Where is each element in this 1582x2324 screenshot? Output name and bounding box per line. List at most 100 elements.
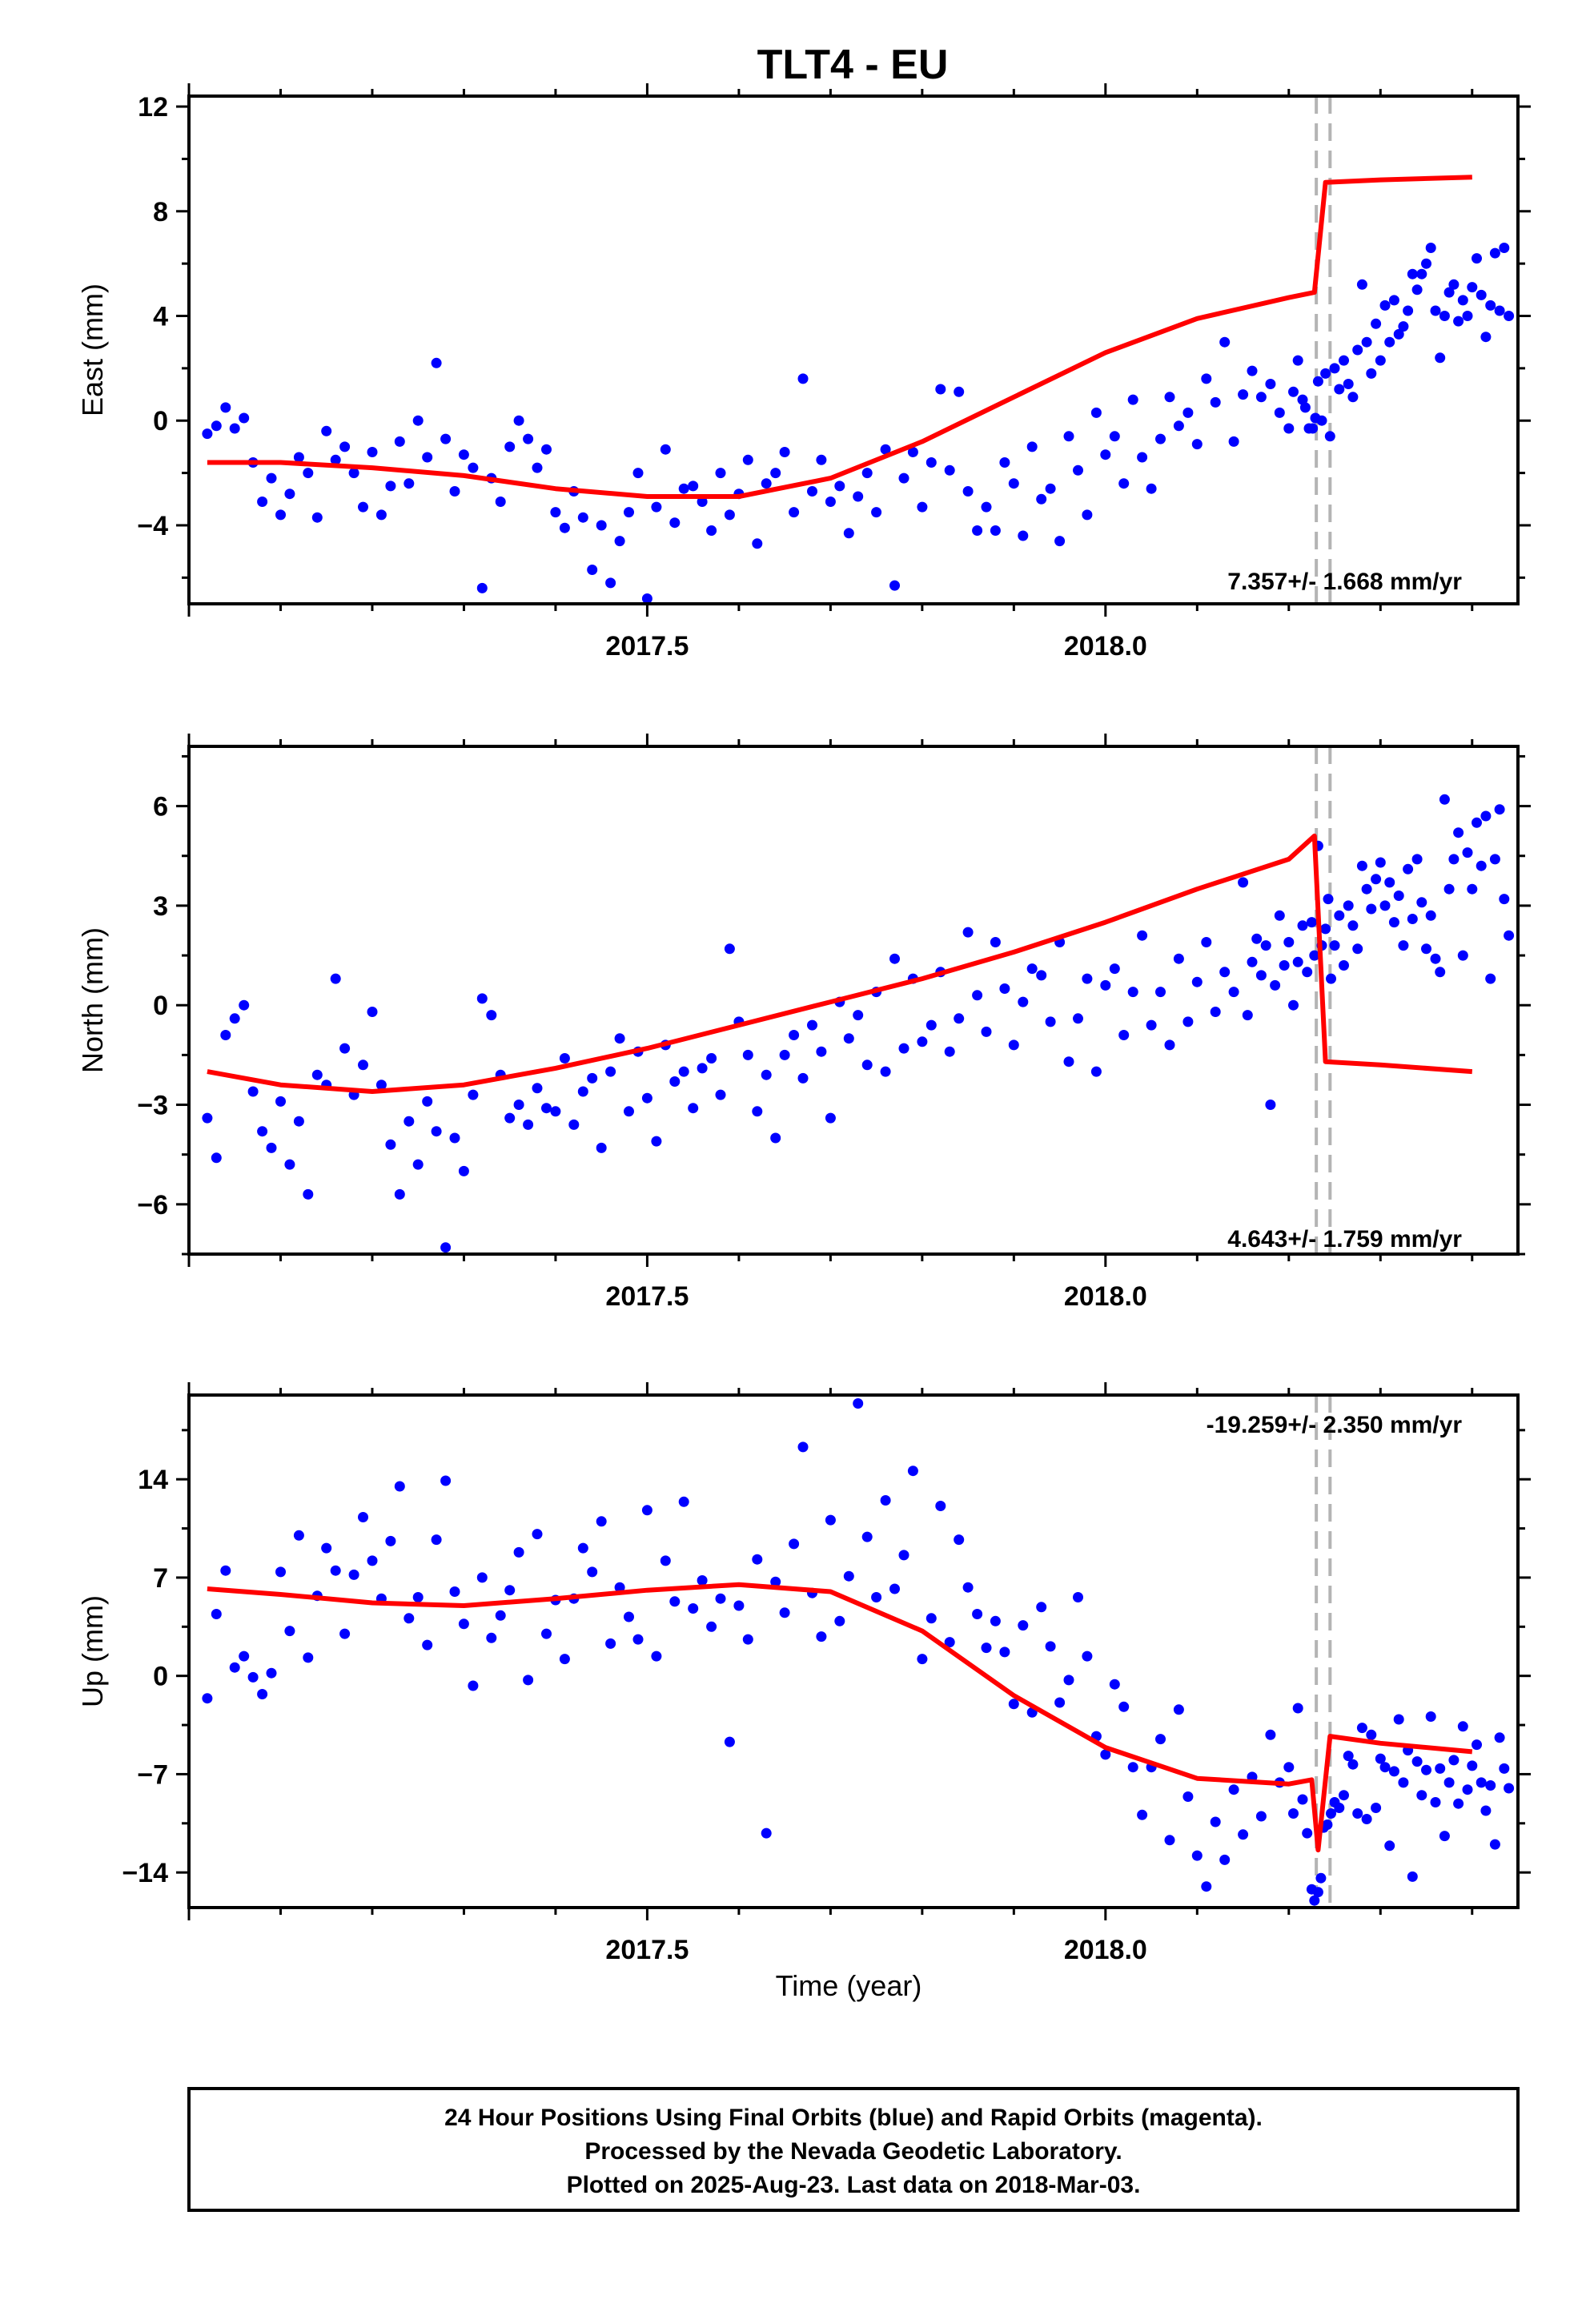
data-point	[486, 1010, 497, 1021]
data-point	[577, 1542, 588, 1554]
data-point	[1476, 289, 1487, 300]
data-point	[1504, 311, 1515, 321]
data-point	[513, 1546, 524, 1558]
data-point	[624, 1106, 634, 1117]
data-point	[1425, 1711, 1436, 1722]
data-point	[404, 1116, 415, 1127]
data-point	[688, 480, 699, 492]
data-point	[1008, 1039, 1019, 1051]
data-point	[239, 412, 250, 424]
data-point	[1309, 1895, 1320, 1906]
data-point	[468, 1680, 479, 1691]
data-point	[1316, 415, 1327, 426]
data-point	[1137, 930, 1148, 941]
data-point	[1435, 1763, 1446, 1774]
data-point	[1164, 1039, 1175, 1051]
data-point	[1164, 1835, 1175, 1846]
data-point	[247, 1671, 259, 1683]
data-point	[1504, 1783, 1515, 1794]
data-point	[1210, 1816, 1221, 1827]
data-point	[577, 1086, 588, 1097]
data-point	[742, 454, 753, 465]
data-point	[605, 1066, 616, 1077]
y-axis-label: Up (mm)	[76, 1595, 109, 1707]
data-point	[385, 1139, 396, 1150]
data-point	[807, 1019, 817, 1031]
data-point	[1375, 857, 1386, 868]
data-point	[367, 447, 378, 457]
data-point	[1306, 917, 1317, 928]
data-point	[843, 1033, 854, 1044]
data-point	[1320, 368, 1331, 379]
data-point	[669, 1596, 681, 1607]
data-point	[1485, 300, 1496, 311]
data-point	[404, 478, 415, 489]
data-point	[1421, 1764, 1431, 1775]
data-point	[239, 1651, 250, 1662]
data-point	[412, 415, 424, 426]
data-point	[789, 507, 800, 518]
data-point	[293, 452, 304, 463]
data-point	[284, 1626, 295, 1637]
data-point	[1238, 1829, 1249, 1840]
data-point	[1309, 950, 1320, 961]
data-point	[1312, 1887, 1323, 1898]
data-point	[440, 433, 452, 444]
data-point	[797, 1072, 809, 1084]
data-point	[1379, 1762, 1391, 1773]
data-point	[550, 507, 561, 518]
data-point	[412, 1592, 424, 1602]
data-point	[339, 441, 351, 452]
x-tick-label: 2017.5	[605, 1281, 689, 1312]
data-point	[1279, 960, 1290, 971]
data-point	[1127, 394, 1138, 405]
data-point	[999, 983, 1010, 994]
y-tick-label: 14	[138, 1465, 168, 1495]
data-point	[1260, 940, 1271, 951]
data-point	[962, 927, 974, 938]
data-point	[1219, 1854, 1231, 1865]
data-point	[266, 472, 277, 484]
data-point	[678, 1066, 689, 1077]
data-point	[1292, 956, 1303, 967]
rate-label: -19.259+/- 2.350 mm/yr	[1207, 1412, 1463, 1438]
data-point	[706, 1053, 717, 1063]
model-line	[207, 175, 1472, 499]
data-point	[587, 565, 598, 575]
panel-up: 2017.5 2018.0 −14 −7 0 7 14 Up (mm) -19.259+/- 2…	[76, 1382, 1531, 1965]
data-point	[1339, 960, 1349, 971]
data-point	[504, 441, 516, 452]
data-point	[1073, 1013, 1083, 1024]
data-point	[825, 1112, 836, 1124]
data-point	[1247, 956, 1258, 967]
data-point	[1485, 973, 1496, 984]
data-point	[339, 1043, 351, 1054]
x-tick-label: 2018.0	[1064, 1935, 1147, 1965]
data-point	[688, 1603, 699, 1614]
data-point	[651, 501, 662, 513]
data-point	[468, 1089, 479, 1100]
data-point	[871, 1592, 882, 1602]
data-point	[330, 454, 341, 465]
data-point	[1347, 920, 1359, 931]
data-point	[1411, 1756, 1423, 1767]
data-point	[843, 1570, 854, 1582]
data-point	[476, 993, 488, 1004]
data-point	[1292, 1703, 1303, 1714]
data-point	[1472, 253, 1482, 264]
data-point	[1118, 478, 1130, 489]
data-point	[412, 1159, 424, 1170]
data-point	[1361, 883, 1372, 895]
data-point	[641, 593, 652, 604]
data-point	[1155, 433, 1166, 444]
data-point	[1453, 827, 1464, 838]
event-lines	[1315, 96, 1332, 604]
data-point	[1476, 860, 1487, 871]
data-point	[1322, 1819, 1333, 1830]
data-point	[1127, 1762, 1138, 1773]
data-point	[229, 1013, 240, 1024]
data-point	[898, 1550, 909, 1561]
y-tick-label: 0	[153, 991, 168, 1021]
data-point	[853, 491, 864, 502]
footer-frame	[187, 2087, 1520, 2212]
